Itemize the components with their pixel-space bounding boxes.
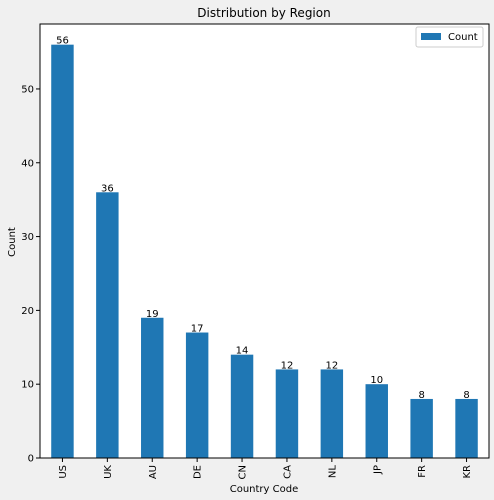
x-tick-label-uk: UK (103, 465, 114, 479)
chart-title: Distribution by Region (197, 6, 330, 20)
x-tick-label-de: DE (193, 465, 204, 479)
data-label-cn: 14 (236, 346, 249, 357)
bar-de (185, 332, 209, 458)
x-tick-label-us: US (58, 465, 69, 479)
legend-entry-count: Count (448, 32, 478, 43)
bar-kr (455, 398, 478, 458)
x-tick-label-kr: KR (462, 465, 473, 479)
legend: Count (415, 26, 484, 48)
y-tick-label-50: 50 (21, 84, 34, 95)
legend-swatch (421, 33, 441, 40)
y-tick-label-40: 40 (21, 158, 34, 169)
y-tick-label-30: 30 (21, 232, 34, 243)
bar-us (51, 44, 74, 459)
x-tick-label-cn: CN (238, 465, 249, 479)
bar-fr (410, 398, 433, 458)
bar-uk (96, 192, 119, 459)
x-axis-ticks: US UK AU DE CN CA NL JP FR KR (58, 458, 473, 479)
data-label-uk: 36 (101, 183, 114, 194)
y-tick-label-10: 10 (21, 380, 34, 391)
data-label-jp: 10 (370, 375, 383, 386)
x-tick-label-jp: JP (372, 465, 383, 475)
data-label-ca: 12 (281, 360, 294, 371)
x-tick-label-au: AU (148, 465, 159, 479)
data-label-au: 19 (146, 309, 159, 320)
y-tick-label-20: 20 (21, 306, 34, 317)
data-label-kr: 8 (463, 390, 469, 401)
bar-au (141, 317, 164, 458)
data-label-us: 56 (56, 36, 69, 47)
data-labels-group: 56 36 19 17 14 12 12 10 8 8 (56, 36, 470, 401)
x-axis-label: Country Code (230, 484, 299, 495)
plot-frame (39, 23, 490, 459)
data-label-nl: 12 (325, 360, 338, 371)
data-label-fr: 8 (418, 390, 424, 401)
x-tick-label-fr: FR (417, 465, 428, 478)
bar-ca (275, 369, 299, 458)
x-tick-label-ca: CA (282, 465, 293, 479)
bar-jp (365, 384, 388, 458)
data-label-de: 17 (191, 324, 204, 335)
y-tick-label-0: 0 (28, 454, 34, 465)
x-tick-label-nl: NL (327, 465, 338, 478)
bars-group (51, 44, 478, 459)
y-axis-label: Count (7, 227, 18, 257)
y-axis-ticks: 0 10 20 30 40 50 (21, 84, 40, 465)
bar-nl (320, 369, 344, 458)
bar-cn (230, 354, 254, 458)
legend-box (415, 26, 484, 48)
